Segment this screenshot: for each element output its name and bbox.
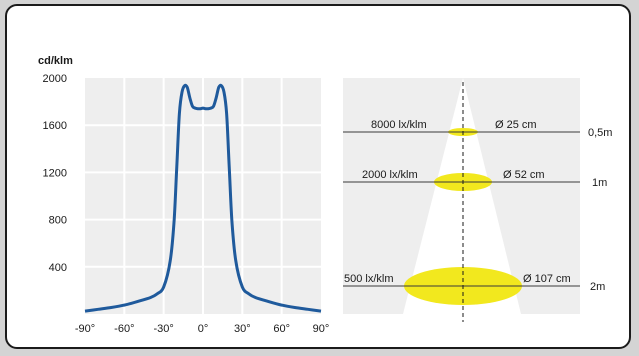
- x-tick-label: 0°: [198, 323, 209, 335]
- y-tick-label: 1600: [43, 120, 67, 132]
- y-tick-label: 1200: [43, 167, 67, 179]
- distance-label-1m: 1m: [592, 177, 607, 189]
- x-tick-label: 60°: [273, 323, 290, 335]
- x-tick-label: -90°: [75, 323, 95, 335]
- y-tick-label: 800: [49, 215, 67, 227]
- illuminance-label-2m: 500 lx/klm: [344, 273, 394, 285]
- distance-label-2m: 2m: [590, 281, 605, 293]
- grid: [85, 78, 321, 314]
- illuminance-label-1m: 2000 lx/klm: [362, 169, 418, 181]
- distance-label-0.5m: 0,5m: [588, 127, 612, 139]
- x-tick-labels: -90° -60° -30° 0° 30° 60° 90°: [75, 323, 329, 335]
- intensity-chart: cd/klm 2000 1600 1200 800 400 -90° -60° -30° 0°…: [38, 55, 329, 335]
- y-tick-label: 400: [49, 262, 67, 274]
- diameter-label-0.5m: Ø 25 cm: [495, 119, 537, 131]
- x-tick-label: -30°: [154, 323, 174, 335]
- light-cone: [403, 78, 521, 314]
- diameter-label-2m: Ø 107 cm: [523, 273, 571, 285]
- x-tick-label: -60°: [114, 323, 134, 335]
- intensity-curve: [84, 83, 322, 313]
- y-tick-label: 2000: [43, 73, 67, 85]
- cone-diagram: 8000 lx/klm Ø 25 cm 0,5m 2000 lx/klm Ø 5…: [343, 78, 612, 322]
- x-tick-label: 30°: [234, 323, 251, 335]
- y-axis-label: cd/klm: [38, 55, 73, 67]
- illuminance-label-0.5m: 8000 lx/klm: [371, 119, 427, 131]
- y-tick-labels: 2000 1600 1200 800 400: [43, 73, 67, 274]
- x-tick-label: 90°: [313, 323, 330, 335]
- diameter-label-1m: Ø 52 cm: [503, 169, 545, 181]
- photometric-figure: cd/klm 2000 1600 1200 800 400 -90° -60° -30° 0°…: [38, 55, 612, 335]
- diagram-card: cd/klm 2000 1600 1200 800 400 -90° -60° -30° 0°…: [5, 4, 631, 349]
